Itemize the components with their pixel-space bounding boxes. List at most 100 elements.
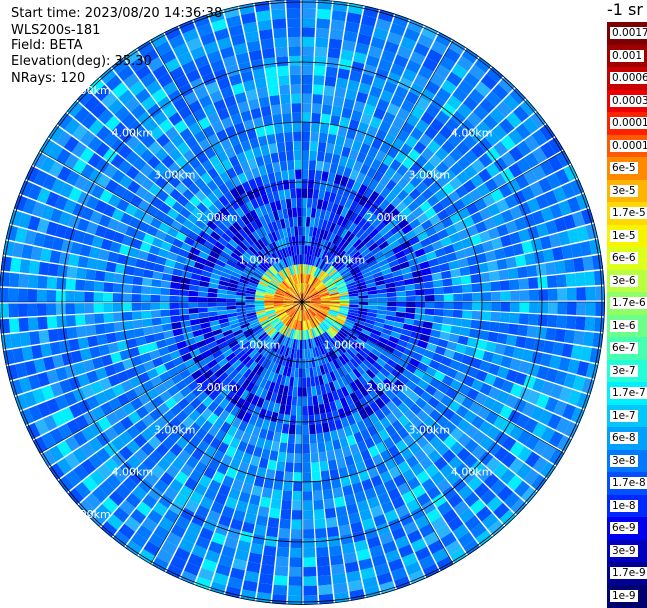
backscatter-cell (305, 359, 309, 369)
backscatter-cell (154, 332, 165, 341)
backscatter-cell (302, 84, 312, 94)
backscatter-cell (472, 311, 482, 320)
colorbar-swatch: 0.00017 (607, 112, 647, 135)
backscatter-cell (294, 226, 298, 236)
backscatter-cell (302, 255, 304, 265)
backscatter-cell (283, 481, 292, 491)
backscatter-cell (170, 309, 180, 316)
backscatter-cell (300, 255, 302, 265)
backscatter-cell (443, 286, 453, 294)
backscatter-cell (470, 274, 480, 283)
range-ring-label: 2.00km (366, 381, 408, 394)
backscatter-cell (519, 290, 529, 301)
backscatter-cell (269, 143, 278, 154)
backscatter-cell (316, 537, 328, 547)
backscatter-cell (510, 302, 520, 312)
backscatter-cell (302, 368, 306, 378)
colorbar-tick-label: 1e-8 (610, 500, 638, 512)
backscatter-cell (290, 557, 302, 567)
backscatter-cell (538, 289, 548, 301)
backscatter-cell (29, 260, 40, 274)
backscatter-cell (256, 10, 271, 21)
backscatter-cell (422, 274, 432, 282)
backscatter-cell (38, 330, 49, 343)
backscatter-cell (133, 320, 143, 329)
colorbar-tick-label: 3e-8 (610, 455, 638, 467)
backscatter-cell (161, 281, 171, 289)
backscatter-cell (255, 78, 267, 89)
backscatter-cell (564, 259, 575, 273)
backscatter-cell (302, 141, 310, 151)
backscatter-cell (303, 434, 310, 444)
backscatter-cell (145, 334, 156, 343)
backscatter-cell (387, 297, 397, 302)
backscatter-cell (122, 303, 132, 312)
backscatter-cell (309, 415, 315, 425)
colorbar-swatch: 6e-5 (607, 157, 647, 180)
backscatter-cell (85, 280, 95, 291)
backscatter-cell (556, 274, 566, 287)
backscatter-cell (259, 29, 273, 40)
backscatter-cell (284, 189, 290, 199)
backscatter-cell (84, 292, 94, 302)
backscatter-cell (288, 434, 295, 444)
backscatter-cell (295, 359, 299, 369)
colorbar-tick-label: 3e-7 (610, 365, 638, 377)
backscatter-cell (56, 278, 66, 290)
backscatter-cell (67, 327, 78, 339)
backscatter-cell (303, 491, 312, 501)
backscatter-cell (576, 302, 586, 315)
range-ring-label: 3.00km (409, 169, 451, 182)
backscatter-cell (296, 179, 302, 189)
backscatter-cell (65, 303, 75, 314)
backscatter-cell (396, 291, 406, 296)
backscatter-cell (314, 509, 325, 519)
colorbar-tick-label: 0.0001 (610, 140, 647, 152)
backscatter-cell (564, 330, 575, 344)
backscatter-cell (310, 141, 318, 151)
backscatter-cell (575, 272, 586, 286)
colorbar-swatch: 6e-8 (607, 427, 647, 450)
backscatter-cell (263, 154, 272, 165)
backscatter-cell (284, 132, 293, 142)
backscatter-cell (294, 368, 298, 378)
backscatter-cell (267, 460, 276, 471)
backscatter-cell (151, 279, 161, 287)
backscatter-cell (327, 57, 340, 68)
backscatter-cell (37, 276, 47, 289)
backscatter-cell (453, 302, 463, 310)
backscatter-cell (181, 320, 191, 327)
backscatter-cell (499, 323, 510, 334)
backscatter-cell (189, 291, 199, 297)
backscatter-cell (76, 268, 87, 280)
backscatter-cell (263, 545, 276, 556)
backscatter-cell (274, 37, 287, 47)
backscatter-cell (268, 86, 279, 97)
backscatter-cell (314, 66, 326, 76)
backscatter-cell (434, 295, 444, 302)
backscatter-cell (217, 298, 227, 302)
backscatter-cell (386, 311, 396, 316)
backscatter-cell (509, 313, 519, 324)
backscatter-cell (325, 441, 334, 452)
backscatter-cell (303, 406, 308, 416)
colorbar-swatch: 3e-5 (607, 180, 647, 203)
backscatter-cell (283, 414, 290, 424)
backscatter-cell (308, 179, 314, 189)
backscatter-cell (295, 236, 299, 246)
backscatter-cell (132, 311, 142, 320)
backscatter-cell (275, 47, 288, 57)
backscatter-cell (386, 287, 396, 292)
backscatter-cell (299, 349, 302, 359)
backscatter-cell (327, 134, 336, 145)
backscatter-cell (415, 308, 425, 314)
backscatter-cell (277, 66, 289, 76)
backscatter-cell (297, 397, 302, 407)
backscatter-cell (226, 306, 236, 310)
backscatter-cell (508, 268, 519, 279)
backscatter-cell (433, 316, 443, 324)
backscatter-cell (359, 295, 369, 299)
colorbar-title: -1 sr (607, 0, 643, 19)
backscatter-cell (303, 453, 311, 463)
